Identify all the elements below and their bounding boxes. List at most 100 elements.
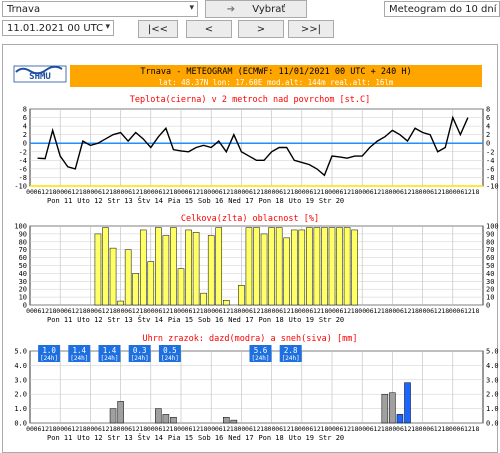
hour-tick-label: 00 — [268, 188, 276, 196]
hour-tick-label: 12 — [313, 188, 321, 196]
hour-tick-label: 06 — [456, 307, 464, 315]
cloud-bar — [275, 227, 283, 306]
hour-tick-label: 18 — [321, 425, 329, 433]
hour-tick-label: 18 — [260, 425, 268, 433]
prev-run-button[interactable]: < — [186, 20, 232, 38]
hour-tick-label: 06 — [396, 188, 404, 196]
hour-tick-label: 18 — [381, 307, 389, 315]
snow-bar — [155, 408, 162, 424]
cloud-bar — [132, 273, 139, 306]
day-label: Uto 12 — [77, 316, 102, 324]
last-run-label: >>| — [300, 24, 322, 35]
hour-tick-label: 12 — [434, 425, 442, 433]
hour-tick-label: 12 — [192, 307, 200, 315]
hour-tick-label: 12 — [41, 425, 49, 433]
cloud-bar — [283, 237, 290, 306]
temperature-chart-title: Teplota(cierna) v 2 metroch nad povrchom… — [130, 95, 371, 105]
y-tick-label: 70 — [486, 246, 494, 254]
hour-tick-label: 06 — [94, 188, 102, 196]
hour-tick-label: 18 — [109, 425, 117, 433]
hour-tick-label: 00 — [147, 307, 155, 315]
hour-tick-label: 12 — [283, 425, 291, 433]
y-tick-label: 0.0 — [14, 420, 27, 428]
cloud-bar — [185, 229, 192, 306]
cloud-bar — [313, 227, 321, 306]
hour-tick-label: 18 — [441, 307, 449, 315]
snow-bar — [117, 401, 124, 424]
hour-tick-label: 06 — [154, 425, 162, 433]
hour-tick-label: 00 — [56, 425, 64, 433]
hour-tick-label: 12 — [343, 188, 351, 196]
hour-tick-label: 00 — [358, 188, 366, 196]
hour-tick-label: 06 — [94, 425, 102, 433]
hour-tick-label: 12 — [102, 307, 110, 315]
hour-tick-label: 18 — [230, 425, 238, 433]
hour-tick-label: 00 — [268, 425, 276, 433]
first-run-button[interactable]: |<< — [138, 20, 178, 38]
snow-bar — [162, 414, 170, 424]
daily-total-badge: 2.8[24h] — [279, 345, 302, 362]
hour-tick-label: 12 — [162, 307, 170, 315]
y-tick-label: 40 — [19, 270, 27, 278]
station-select[interactable]: Trnava ▾ — [2, 1, 198, 17]
hour-tick-label: 00 — [237, 307, 245, 315]
hour-tick-label: 00 — [117, 425, 125, 433]
hour-tick-label: 12 — [71, 188, 79, 196]
y-tick-label: 6 — [486, 114, 490, 122]
y-tick-label: 50 — [486, 262, 494, 270]
hour-tick-label: 18 — [381, 188, 389, 196]
y-tick-label: 80 — [19, 238, 27, 246]
hour-tick-label: 00 — [388, 188, 396, 196]
rain-bar — [396, 414, 404, 424]
y-tick-label: -6 — [19, 165, 27, 173]
day-label: Pon 18 — [258, 197, 283, 205]
cloud-bar — [117, 300, 124, 306]
hour-tick-label: 12 — [162, 425, 170, 433]
hour-tick-label: 06 — [185, 425, 193, 433]
hour-tick-label: 12 — [222, 307, 230, 315]
run-select[interactable]: 11.01.2021 00 UTC ▾ — [2, 20, 114, 36]
day-label: Štv 14 — [138, 196, 163, 205]
choose-button[interactable]: ➔ Vybrať — [205, 0, 307, 18]
cloud-bar — [147, 261, 155, 306]
cloud-bar — [268, 227, 275, 306]
y-tick-label: 4.0 — [486, 362, 499, 370]
last-run-button[interactable]: >>| — [288, 20, 334, 38]
day-label: Ned 17 — [228, 434, 253, 442]
day-label: Pon 11 — [47, 197, 72, 205]
day-label: Sob 16 — [198, 316, 223, 324]
next-run-button[interactable]: > — [238, 20, 284, 38]
daily-total-badge: 1.0[24h] — [38, 345, 61, 362]
hour-tick-label: 00 — [26, 307, 34, 315]
hour-tick-label: 06 — [305, 307, 313, 315]
hour-tick-label: 18 — [139, 425, 147, 433]
day-label: Sob 16 — [198, 197, 223, 205]
hour-tick-label: 00 — [147, 188, 155, 196]
daily-total-value: 0.3 — [133, 346, 147, 355]
y-tick-label: 2 — [23, 131, 27, 139]
hour-tick-label: 18 — [139, 188, 147, 196]
y-tick-label: 2 — [486, 131, 490, 139]
snow-bar — [389, 392, 396, 424]
hour-tick-label: 00 — [26, 425, 34, 433]
hour-tick-label: 06 — [245, 188, 253, 196]
y-tick-label: 60 — [19, 254, 27, 262]
hour-tick-label: 06 — [64, 188, 72, 196]
hour-tick-label: 12 — [132, 307, 140, 315]
hour-tick-label: 06 — [154, 307, 162, 315]
y-tick-label: -4 — [486, 157, 494, 165]
daily-total-badge: 0.5[24h] — [158, 345, 181, 362]
hour-tick-label: 12 — [253, 307, 261, 315]
y-tick-label: 0 — [23, 302, 27, 310]
daily-total-box — [279, 345, 302, 362]
daily-total-badge: 0.3[24h] — [128, 345, 151, 362]
forecast-type-select[interactable]: Meteogram do 10 dní (m — [384, 1, 500, 17]
hour-tick-label: 06 — [215, 425, 223, 433]
hour-tick-label: 12 — [41, 307, 49, 315]
hour-tick-label: 12 — [434, 307, 442, 315]
day-label: Pon 11 — [47, 316, 72, 324]
hour-tick-label: 00 — [388, 307, 396, 315]
hour-tick-label: 00 — [237, 188, 245, 196]
hour-tick-label: 00 — [207, 425, 215, 433]
